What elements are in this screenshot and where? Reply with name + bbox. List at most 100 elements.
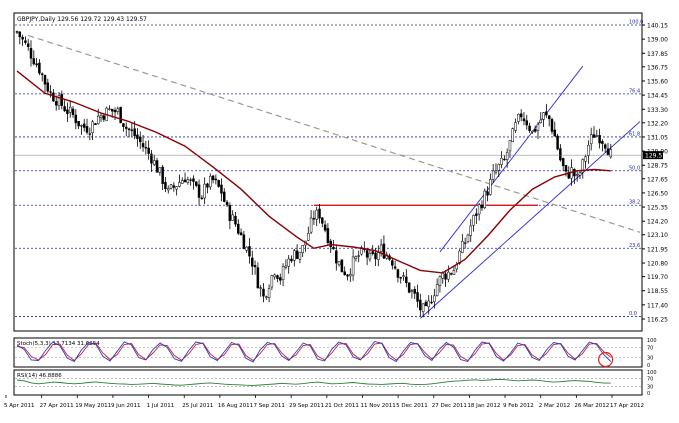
candle-body xyxy=(217,180,220,187)
candle-body xyxy=(172,185,176,188)
time-axis-label: 25 Jul 2011 xyxy=(182,403,213,409)
candle-body xyxy=(279,277,282,281)
candle-body xyxy=(88,133,92,135)
candle-body xyxy=(237,223,240,234)
moving-average-line xyxy=(16,70,611,274)
candle-body xyxy=(164,181,167,190)
candle-body xyxy=(514,122,517,131)
candle-body xyxy=(211,175,215,181)
price-axis-tick-label: 124.20 xyxy=(647,219,668,226)
candle-body xyxy=(267,288,271,298)
candle-body xyxy=(475,213,478,216)
candle-body xyxy=(399,277,402,279)
candle-body xyxy=(108,108,111,110)
candle-body xyxy=(295,250,299,259)
fib-level-label: 76.4 xyxy=(629,88,640,94)
price-axis-tick-label: 135.60 xyxy=(647,78,668,85)
candle-body xyxy=(365,250,369,258)
candle-body xyxy=(265,296,268,298)
time-axis-label: 21 Oct 2011 xyxy=(325,403,359,409)
fib-level-label: 61.8 xyxy=(629,131,640,137)
candle-body xyxy=(220,184,223,194)
candle-body xyxy=(96,115,100,124)
candle-body xyxy=(472,215,475,226)
candle-body xyxy=(427,300,430,307)
time-axis-label: 5 Dec 2011 xyxy=(396,403,428,409)
candle-body xyxy=(116,108,120,112)
price-axis-tick-label: 134.45 xyxy=(647,93,668,100)
candle-body xyxy=(556,135,559,150)
candle-body xyxy=(483,190,487,208)
rsi-line xyxy=(16,378,611,386)
candle-body xyxy=(494,170,498,173)
price-axis-tick-label: 123.10 xyxy=(647,232,668,239)
candle-body xyxy=(225,201,229,206)
candle-body xyxy=(209,175,212,188)
candle-body xyxy=(500,158,503,165)
candle-body xyxy=(609,149,613,158)
candle-body xyxy=(130,129,134,131)
rsi-title: RSI(14) 46.8886 xyxy=(17,373,62,379)
candle-body xyxy=(276,275,279,279)
candle-body xyxy=(293,250,296,261)
candle-body xyxy=(315,209,318,220)
candle-body xyxy=(382,243,386,259)
candle-body xyxy=(522,118,526,122)
candle-body xyxy=(592,134,596,138)
candle-body xyxy=(553,129,557,137)
candle-body xyxy=(270,275,274,288)
candle-body xyxy=(203,183,206,199)
candle-body xyxy=(82,123,86,128)
candle-body xyxy=(307,232,310,241)
candle-body xyxy=(68,106,72,113)
candle-body xyxy=(158,167,162,173)
candle-body xyxy=(410,290,414,292)
candle-body xyxy=(480,204,484,209)
price-axis-tick-label: 139.00 xyxy=(647,37,668,44)
price-chart-title: GBPJPY,Daily 129.56 129.72 129.43 129.57 xyxy=(17,16,147,23)
fib-level-label: 100.0 xyxy=(629,20,643,26)
candle-body xyxy=(318,208,321,219)
candle-body xyxy=(564,165,568,172)
candle-body xyxy=(449,273,453,275)
candle-body xyxy=(228,205,232,221)
time-axis-label: 9 Feb 2012 xyxy=(503,403,534,409)
candle-body xyxy=(444,273,447,280)
candle-body xyxy=(287,258,290,267)
candle-body xyxy=(49,91,52,93)
candle-body xyxy=(489,179,492,195)
candle-body xyxy=(486,191,489,196)
candle-body xyxy=(35,63,38,66)
candle-body xyxy=(253,265,257,268)
price-axis-tick-label: 131.05 xyxy=(647,134,668,141)
current-price-tag xyxy=(643,151,663,160)
candle-body xyxy=(511,128,515,142)
candle-body xyxy=(167,188,170,191)
candle-body xyxy=(533,129,537,132)
candle-body xyxy=(391,260,394,266)
candle-body xyxy=(601,141,604,144)
candle-body xyxy=(94,123,97,126)
candle-body xyxy=(181,180,184,184)
candle-body xyxy=(435,284,439,296)
candle-body xyxy=(402,275,405,277)
candle-body xyxy=(46,82,50,92)
time-axis-label: 27 Apr 2011 xyxy=(40,403,74,409)
candle-body xyxy=(441,272,444,279)
candle-body xyxy=(29,48,33,59)
candle-body xyxy=(284,265,288,268)
candle-body xyxy=(323,224,327,231)
candle-body xyxy=(433,295,436,302)
candle-body xyxy=(21,36,24,40)
rsi-axis-label: 100 xyxy=(647,370,657,376)
time-axis: 5 Apr 2011 27 Apr 2011 19 May 2011 9 Jun 20… xyxy=(4,395,644,409)
candle-body xyxy=(421,303,425,313)
candle-body xyxy=(144,147,148,149)
candle-body xyxy=(326,228,330,243)
candle-body xyxy=(150,153,153,164)
candle-body xyxy=(281,266,285,280)
candle-body xyxy=(528,125,531,131)
